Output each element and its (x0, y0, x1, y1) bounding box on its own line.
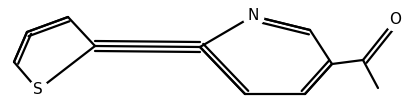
Text: O: O (389, 13, 401, 28)
Text: S: S (33, 83, 43, 98)
Text: N: N (247, 9, 259, 24)
